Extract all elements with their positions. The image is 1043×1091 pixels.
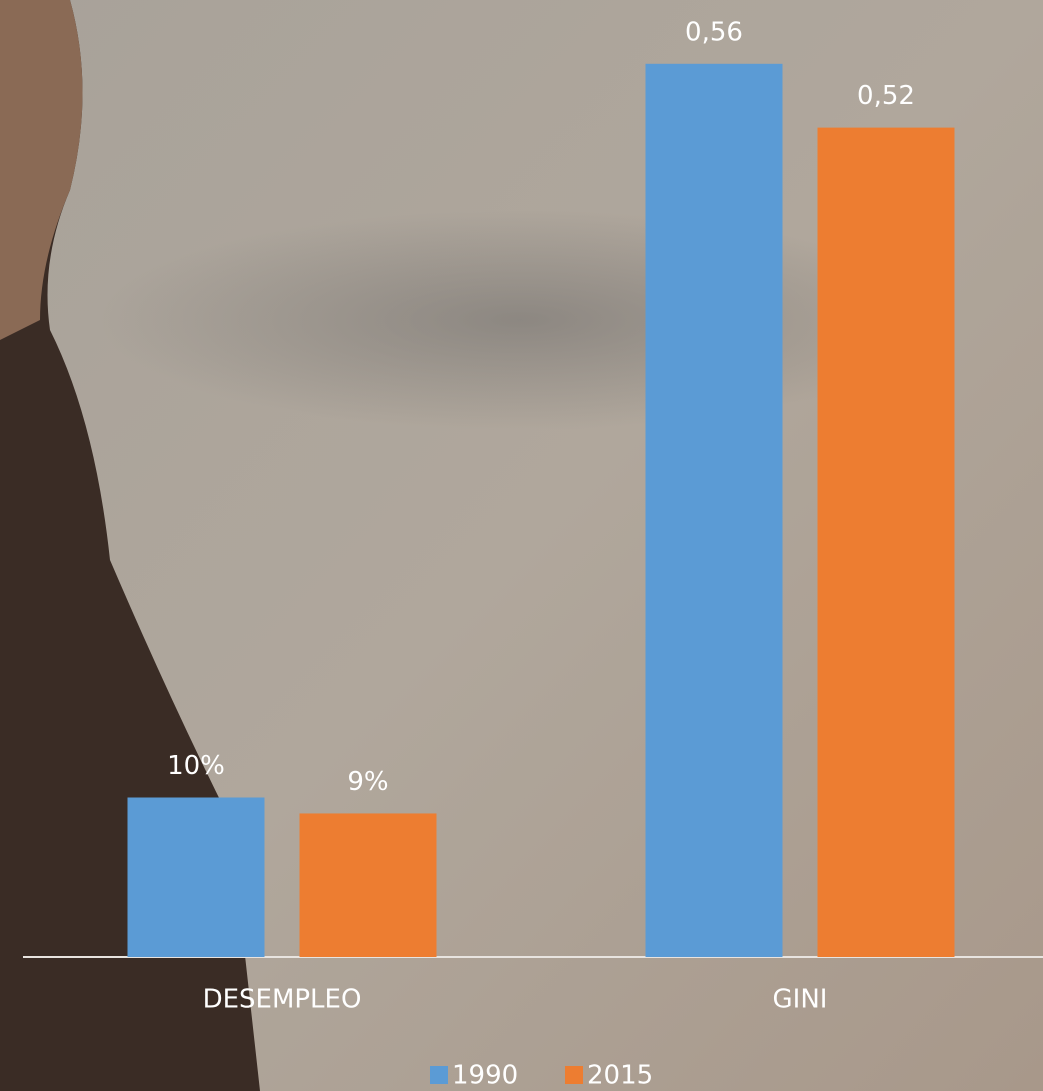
bar [127,797,265,957]
photo-face [0,0,83,340]
legend-swatch [430,1066,448,1084]
bar [817,127,955,958]
bar [299,813,437,957]
data-label: 0,56 [685,17,743,47]
legend-label: 1990 [452,1061,518,1091]
legend-label: 2015 [587,1061,653,1091]
x-tick-label: GINI [773,985,828,1015]
data-label: 0,52 [857,81,915,111]
legend-swatch [565,1066,583,1084]
data-label: 10% [167,751,225,781]
bar [645,63,783,958]
data-label: 9% [347,767,388,797]
background-shade [100,210,940,430]
x-tick-label: DESEMPLEO [203,985,362,1015]
